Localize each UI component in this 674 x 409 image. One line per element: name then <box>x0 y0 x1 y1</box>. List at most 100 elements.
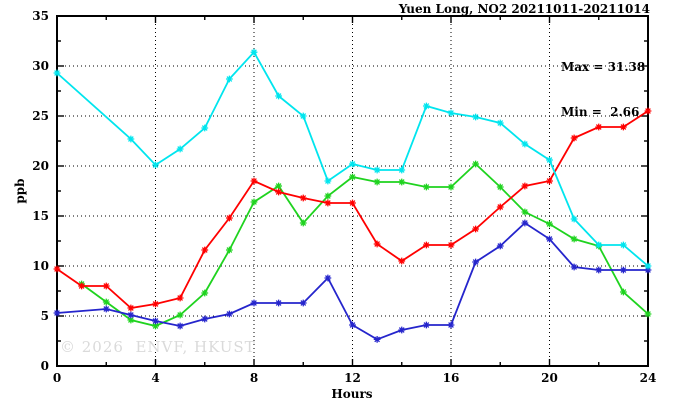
tick-labels: 0 5 10 15 20 25 30 35 0 4 8 12 16 20 24 <box>32 9 656 385</box>
data-point-marker <box>619 288 627 296</box>
data-point-marker <box>570 134 578 142</box>
data-point-marker <box>152 300 159 308</box>
series-red <box>53 107 652 312</box>
data-point-marker <box>102 305 110 313</box>
data-point-marker <box>472 160 480 168</box>
plot-border <box>56 15 649 367</box>
data-point-marker <box>250 48 258 56</box>
x-tick-label: 12 <box>344 371 361 385</box>
data-point-marker <box>472 225 480 233</box>
data-point-marker <box>472 113 480 121</box>
data-point-marker <box>201 315 209 323</box>
data-point-marker <box>324 199 332 207</box>
data-point-marker <box>201 289 209 297</box>
data-point-marker <box>324 274 332 282</box>
series-blue-line <box>56 221 648 341</box>
data-point-marker <box>102 282 110 290</box>
data-point-marker <box>472 258 480 266</box>
series-green-line <box>81 162 649 327</box>
data-point-marker <box>373 336 381 343</box>
data-point-marker <box>619 123 627 131</box>
data-point-marker <box>225 75 233 83</box>
y-tick-label: 30 <box>32 59 49 73</box>
data-point-marker <box>521 182 529 190</box>
y-tick-label: 20 <box>32 159 49 173</box>
gridlines <box>57 16 648 366</box>
data-point-marker <box>127 311 135 319</box>
x-tick-label: 4 <box>151 371 159 385</box>
data-point-marker <box>546 177 553 185</box>
data-point-marker <box>275 188 283 196</box>
data-point-marker <box>201 124 209 132</box>
data-point-marker <box>521 140 529 148</box>
data-point-marker <box>619 241 627 249</box>
data-point-marker <box>53 309 61 317</box>
x-axis-title: Hours <box>331 387 373 401</box>
data-point-marker <box>546 156 553 164</box>
data-point-marker <box>546 220 553 228</box>
y-tick-label: 25 <box>32 109 49 123</box>
y-axis-title: ppb <box>13 178 27 204</box>
data-point-marker <box>595 266 603 274</box>
data-point-marker <box>152 317 159 325</box>
data-point-marker <box>422 183 430 191</box>
data-point-marker <box>373 166 381 174</box>
series-green <box>78 160 652 330</box>
data-point-marker <box>595 241 603 249</box>
data-point-marker <box>176 311 184 319</box>
stats-annotation: Max = 31.38 Min = 2.66 <box>561 30 645 150</box>
data-point-marker <box>176 294 184 302</box>
data-point-marker <box>570 263 578 271</box>
watermark: © 2026 ENVF, HKUST <box>60 338 256 356</box>
data-point-marker <box>152 161 159 169</box>
data-point-marker <box>349 199 356 207</box>
data-point-marker <box>373 240 381 248</box>
data-point-marker <box>496 183 504 191</box>
data-point-marker <box>644 107 652 115</box>
data-point-marker <box>546 235 553 243</box>
data-point-marker <box>447 109 455 117</box>
data-point-marker <box>496 119 504 127</box>
x-tick-label: 8 <box>250 371 258 385</box>
data-point-marker <box>447 183 455 191</box>
series-cyan <box>53 48 652 270</box>
data-point-marker <box>324 192 332 200</box>
data-point-marker <box>447 321 455 329</box>
data-point-marker <box>398 326 406 334</box>
x-tick-label: 16 <box>443 371 460 385</box>
data-point-marker <box>299 112 307 120</box>
data-point-marker <box>644 310 652 318</box>
data-point-marker <box>127 316 135 324</box>
data-point-marker <box>422 241 430 249</box>
data-point-marker <box>496 242 504 250</box>
data-point-marker <box>299 219 307 227</box>
data-point-marker <box>422 321 430 329</box>
x-tick-label: 20 <box>541 371 558 385</box>
stat-max: Max = 31.38 <box>561 60 646 74</box>
y-tick-label: 10 <box>32 259 49 273</box>
x-tick-label: 0 <box>53 371 61 385</box>
data-point-marker <box>644 266 652 274</box>
data-point-marker <box>324 177 332 185</box>
y-tick-label: 5 <box>41 309 49 323</box>
y-tick-label: 35 <box>32 9 49 23</box>
data-point-marker <box>275 92 283 100</box>
data-point-marker <box>349 321 356 329</box>
data-point-marker <box>422 102 430 110</box>
data-point-marker <box>250 177 258 185</box>
data-point-marker <box>53 69 61 77</box>
data-point-marker <box>176 322 184 330</box>
data-point-marker <box>225 214 233 222</box>
data-point-marker <box>595 123 603 131</box>
data-point-marker <box>570 215 578 223</box>
data-point-marker <box>644 262 652 270</box>
data-point-marker <box>53 265 61 273</box>
data-point-marker <box>447 241 455 249</box>
data-point-marker <box>250 299 258 307</box>
chart-title: Yuen Long, NO2 20211011-20211014 <box>398 2 650 16</box>
data-point-marker <box>176 145 184 153</box>
data-point-marker <box>398 166 406 174</box>
data-point-marker <box>275 182 283 190</box>
data-point-marker <box>78 282 86 290</box>
